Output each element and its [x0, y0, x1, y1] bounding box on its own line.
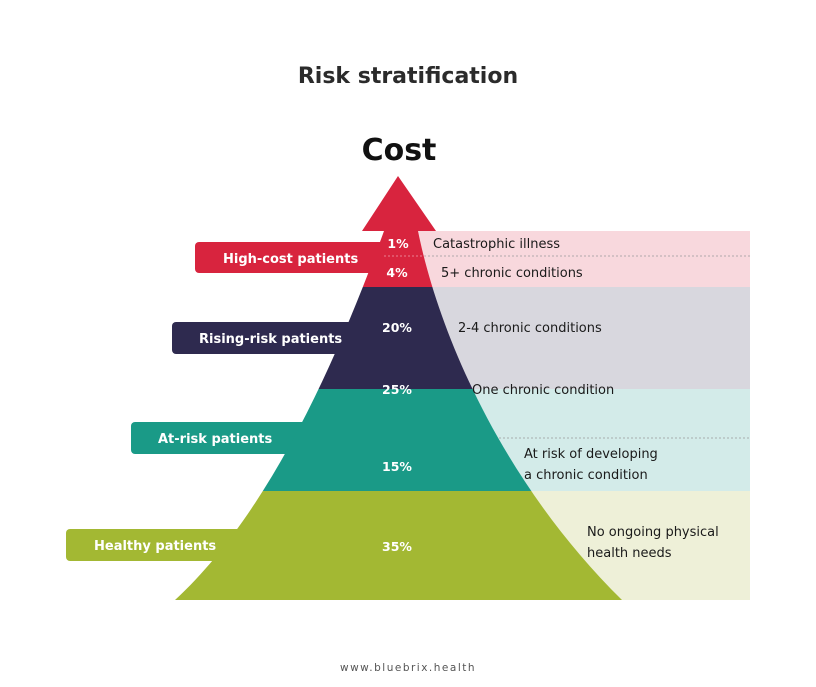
high-cost-label: High-cost patients: [223, 252, 358, 267]
at-risk-pill: [131, 422, 326, 454]
desc-catastrophic: Catastrophic illness: [433, 237, 560, 252]
percent-5plus: 4%: [386, 265, 408, 280]
cost-axis-label: Cost: [362, 133, 437, 168]
healthy-pill: [66, 529, 256, 561]
diagram-title: Risk stratification: [298, 64, 518, 89]
at-risk-label: At-risk patients: [158, 432, 272, 447]
footer-url: www.bluebrix.health: [340, 662, 476, 674]
desc-healthy-line2: health needs: [587, 546, 672, 561]
rising-risk-pill: [172, 322, 362, 354]
desc-2to4: 2-4 chronic conditions: [458, 321, 602, 336]
percent-2to4: 20%: [382, 320, 412, 335]
desc-one-condition: One chronic condition: [472, 383, 614, 398]
desc-5plus: 5+ chronic conditions: [441, 266, 583, 281]
desc-healthy-line1: No ongoing physical: [587, 525, 719, 540]
desc-at-risk-line2: a chronic condition: [524, 468, 648, 483]
healthy-label: Healthy patients: [94, 539, 216, 554]
percent-at-risk: 15%: [382, 459, 412, 474]
high-cost-pill: [195, 242, 395, 273]
desc-at-risk-line1: At risk of developing: [524, 447, 658, 462]
percent-catastrophic: 1%: [387, 236, 409, 251]
percent-one-condition: 25%: [382, 382, 412, 397]
high-cost-band: [400, 231, 750, 287]
percent-healthy: 35%: [382, 539, 412, 554]
rising-risk-label: Rising-risk patients: [199, 332, 342, 347]
